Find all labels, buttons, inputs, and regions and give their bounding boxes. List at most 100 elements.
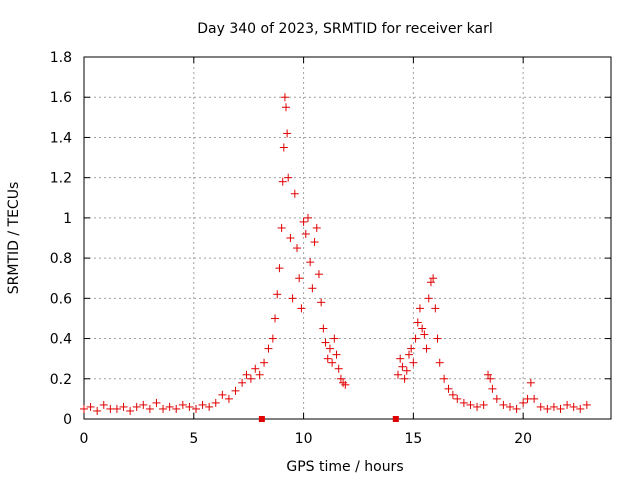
plot-border [83,56,612,420]
data-point [325,344,334,353]
y-tick-label: 1.4 [50,130,72,146]
data-point [301,229,310,238]
data-series [80,93,591,422]
data-point [404,350,413,359]
data-point [306,258,315,267]
data-point [172,404,181,413]
data-point [332,350,341,359]
data-point [400,374,409,383]
data-point [519,398,528,407]
data-point [431,304,440,313]
data-point [341,380,350,389]
data-point [499,400,508,409]
grid-layer [84,57,611,419]
data-point [330,334,339,343]
data-point [484,370,493,379]
data-point [426,278,435,287]
data-point [394,370,403,379]
axis-ticks: 0 0.2 0.4 0.6 0.8 1 1.2 1.4 1.6 1.8 0 5 10 15 20 [50,50,611,447]
x-axis-label: GPS time / hours [286,459,403,475]
data-point [321,338,330,347]
data-point [492,394,501,403]
data-point [251,364,260,373]
data-point [308,284,317,293]
data-point [314,270,323,279]
data-point [280,93,289,102]
data-point [336,374,345,383]
data-point [543,404,552,413]
data-point [126,406,135,415]
data-point [246,374,255,383]
data-point [479,400,488,409]
data-point [334,364,343,373]
data-point [429,274,438,283]
x-tick-label: 20 [514,431,532,447]
data-point [459,398,468,407]
data-point [295,274,304,283]
data-point [473,402,482,411]
data-point [488,384,497,393]
data-point [268,334,277,343]
x-tick-label: 15 [404,431,422,447]
y-axis-label: SRMTID / TECUs [6,182,22,295]
y-tick-label: 0.8 [50,251,72,267]
x-tick-label: 10 [295,431,313,447]
data-point [317,298,326,307]
data-point [112,404,121,413]
data-point [402,366,411,375]
data-point [582,400,591,409]
data-point [255,370,264,379]
gap-marker [258,416,265,422]
y-tick-label: 0.6 [50,291,72,307]
data-point [448,390,457,399]
data-point [99,400,108,409]
data-point [198,400,207,409]
data-point [323,354,332,363]
data-point [466,400,475,409]
data-point [185,402,194,411]
data-point [424,294,433,303]
data-point [211,398,220,407]
data-point [303,213,312,222]
plot-frame [83,56,612,420]
data-point [273,290,282,299]
data-point [444,384,453,393]
data-point [418,324,427,333]
data-point [288,294,297,303]
data-point [139,400,148,409]
y-tick-label: 0.4 [50,332,72,348]
data-point [556,404,565,413]
gap-marker [392,416,399,422]
data-point [260,358,269,367]
data-point [576,404,585,413]
data-point [512,404,521,413]
data-point [435,358,444,367]
data-point [290,189,299,198]
data-point [407,344,416,353]
data-point [218,390,227,399]
y-tick-label: 0.2 [50,372,72,388]
data-point [152,398,161,407]
data-point [119,402,128,411]
data-point [242,370,251,379]
data-point [178,400,187,409]
data-point [453,394,462,403]
data-point [505,402,514,411]
data-point [286,234,295,242]
data-point [282,103,291,112]
x-tick-label: 0 [80,431,89,447]
x-tick-label: 5 [189,431,198,447]
data-point [440,374,449,383]
data-point [278,177,287,186]
y-tick-label: 0 [63,412,72,428]
data-point [415,304,424,313]
data-point [530,394,539,403]
data-point [433,334,442,343]
data-point [80,404,88,413]
data-point [420,330,429,339]
data-point [413,318,422,327]
data-point [422,344,431,353]
data-point [398,362,407,371]
data-point [312,223,321,232]
